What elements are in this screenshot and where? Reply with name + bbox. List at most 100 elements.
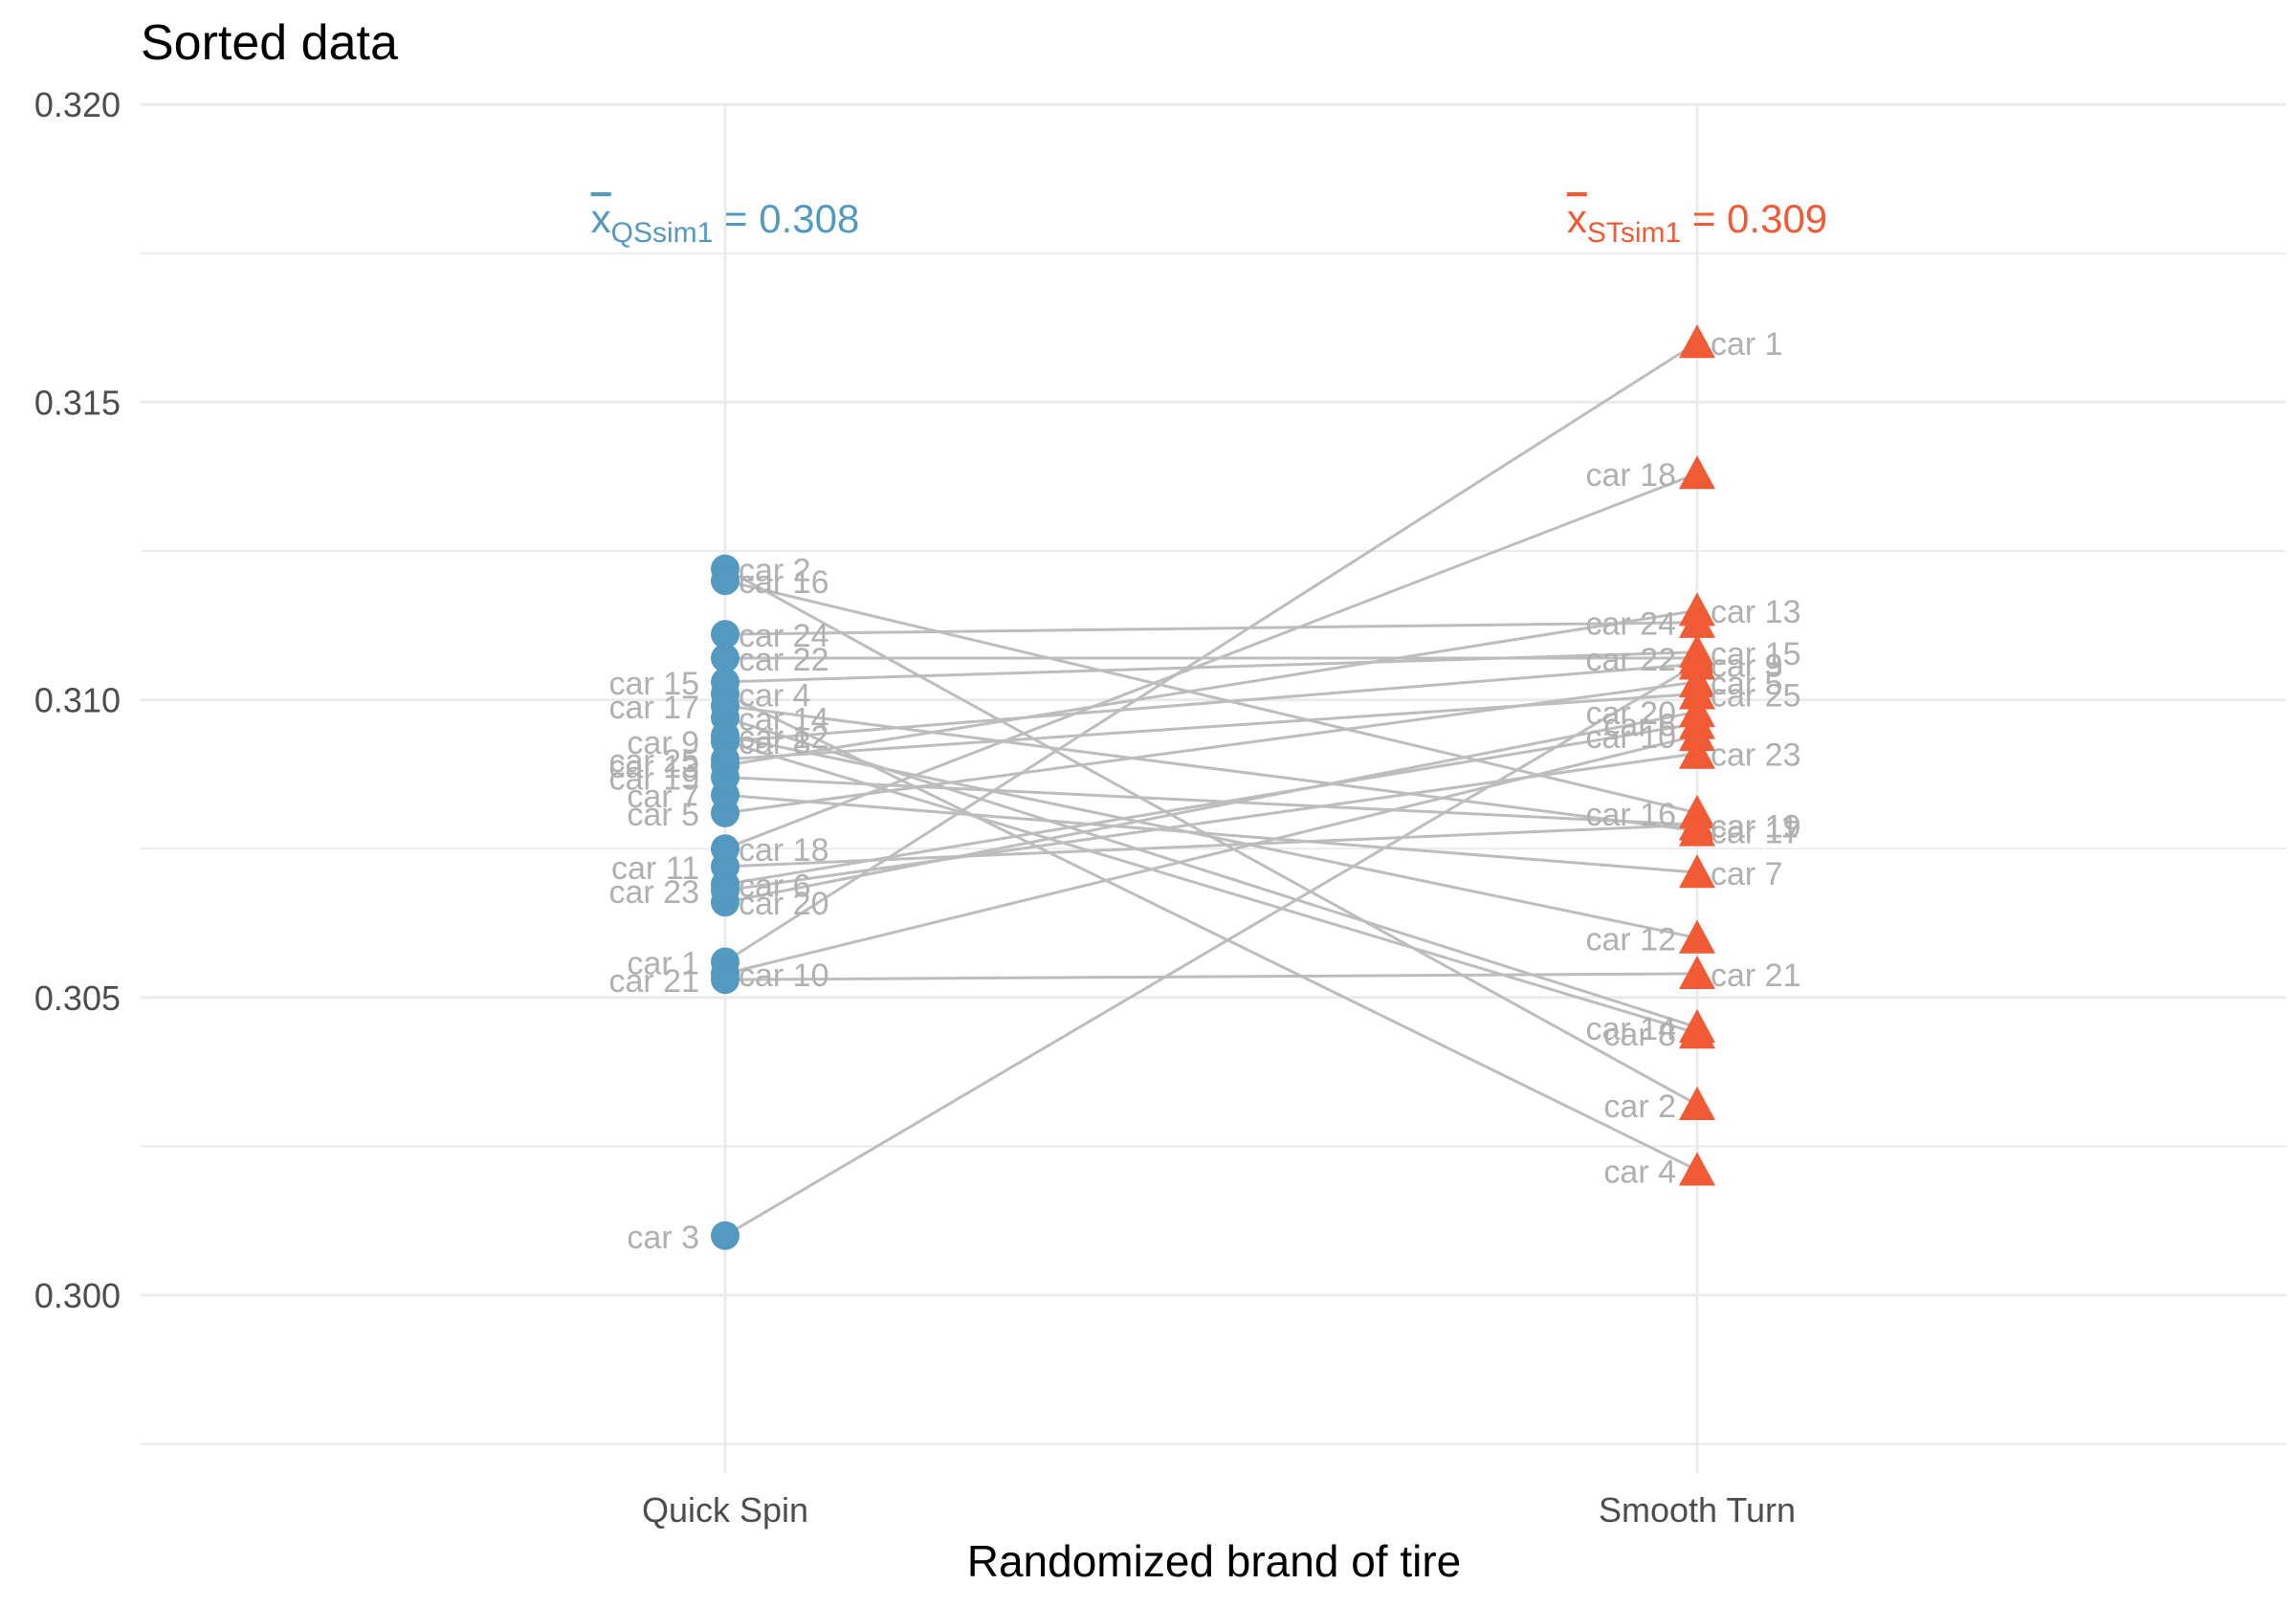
quick-spin-point-label: car 15 — [609, 666, 700, 702]
mean-annotation: xSTsim1 = 0.309 — [1567, 196, 1827, 249]
quick-spin-point-label: car 19 — [609, 761, 700, 798]
quick-spin-point-label: car 23 — [609, 874, 700, 911]
smooth-turn-point — [1679, 716, 1715, 752]
quick-spin-point-label: car 22 — [739, 642, 829, 678]
pair-line — [724, 608, 1698, 767]
mean-symbol: x — [591, 196, 611, 241]
smooth-turn-point-label: car 8 — [1603, 1017, 1676, 1053]
smooth-turn-point — [1679, 1086, 1715, 1120]
smooth-turn-point-label: car 20 — [1586, 695, 1677, 732]
axes: 0.300 0.305 0.310 0.315 0.320 Quick Spin Smoot… — [34, 85, 1796, 1530]
y-tick-label: 0.310 — [34, 681, 121, 720]
quick-spin-point-label: car 1 — [627, 945, 699, 981]
pair-line — [724, 734, 1698, 976]
smooth-turn-point — [1679, 1152, 1715, 1186]
y-tick-label: 0.315 — [34, 383, 121, 422]
pair-line — [724, 776, 1698, 826]
smooth-turn-point-label: car 7 — [1711, 856, 1783, 892]
smooth-turn-point-label: car 19 — [1711, 808, 1801, 845]
quick-spin-point-label: car 21 — [609, 963, 700, 1000]
pair-line — [724, 972, 1698, 981]
quick-spin-point-label: car 6 — [739, 869, 811, 905]
smooth-turn-point-label: car 13 — [1711, 594, 1801, 630]
pair-lines — [724, 341, 1698, 1238]
quick-spin-point-label: car 5 — [627, 797, 699, 833]
smooth-turn-point-label: car 25 — [1711, 677, 1801, 714]
quick-spin-point — [711, 566, 740, 596]
mean-annotations: xQSsim1 = 0.308 xSTsim1 = 0.309 — [591, 196, 1827, 249]
smooth-turn-point-label: car 9 — [1711, 648, 1783, 684]
x-tick-label: Smooth Turn — [1599, 1490, 1796, 1530]
quick-spin-point-label: car 24 — [739, 618, 829, 654]
pair-line — [724, 793, 1698, 874]
pair-line — [724, 734, 1698, 940]
quick-spin-point-label: car 25 — [609, 743, 700, 780]
quick-spin-point — [711, 1221, 740, 1250]
smooth-turn-point-label: car 10 — [1586, 719, 1677, 756]
smooth-turn-point — [1679, 640, 1715, 674]
y-tick-label: 0.305 — [34, 979, 121, 1018]
quick-spin-point-label: car 8 — [739, 725, 811, 761]
quick-spin-point — [711, 691, 740, 720]
smooth-turn-point-label: car 24 — [1586, 606, 1677, 643]
pair-line — [724, 752, 1698, 892]
quick-spin-point-label: car 4 — [739, 677, 811, 714]
smooth-turn-point — [1679, 1008, 1715, 1044]
pair-line — [724, 692, 1698, 761]
quick-spin-point — [711, 620, 740, 649]
quick-spin-point — [711, 965, 740, 995]
smooth-turn-point — [1679, 693, 1715, 728]
smooth-turn-point-label: car 5 — [1711, 666, 1783, 702]
pair-line — [724, 704, 1698, 833]
smooth-turn-point-label: car 18 — [1586, 457, 1677, 494]
quick-spin-point-label: car 3 — [627, 1220, 699, 1256]
pair-line — [724, 662, 1698, 743]
smooth-turn-point — [1679, 455, 1715, 490]
pair-line — [724, 621, 1698, 636]
smooth-turn-point-label: car 3 — [1711, 648, 1783, 684]
quick-spin-point — [711, 667, 740, 696]
smooth-turn-point — [1679, 324, 1715, 359]
smooth-turn-point — [1679, 806, 1715, 841]
pair-line — [724, 722, 1698, 887]
smooth-turn-point — [1679, 735, 1715, 769]
smooth-turn-point-label: car 15 — [1711, 636, 1801, 672]
chart-title: Sorted data — [141, 15, 398, 71]
quick-spin-point-label: car 17 — [609, 690, 700, 726]
smooth-turn-point-label: car 12 — [1586, 922, 1677, 958]
y-tick-label: 0.300 — [34, 1276, 121, 1315]
grid — [141, 102, 2286, 1473]
mean-symbol: x — [1567, 196, 1587, 241]
smooth-turn-point-label: car 14 — [1586, 1011, 1677, 1047]
x-tick-label: Quick Spin — [642, 1490, 808, 1530]
quick-spin-point-label: car 11 — [611, 850, 699, 887]
smooth-turn-point — [1679, 955, 1715, 990]
pair-line — [724, 472, 1698, 850]
quick-spin-point-label: car 20 — [739, 886, 829, 922]
mean-value: = 0.308 — [713, 196, 859, 241]
y-tick-label: 0.320 — [34, 85, 121, 124]
pair-line — [724, 710, 1698, 904]
quick-spin-point — [711, 834, 740, 864]
mean-value: = 0.309 — [1681, 196, 1827, 241]
data-points — [711, 324, 1715, 1250]
smooth-turn-point-label: car 21 — [1711, 958, 1801, 994]
smooth-turn-point-label: car 2 — [1603, 1089, 1676, 1125]
quick-spin-point-label: car 12 — [739, 719, 829, 756]
mean-subscript: STsim1 — [1587, 217, 1681, 249]
smooth-turn-point-label: car 1 — [1711, 326, 1783, 363]
quick-spin-point-label: car 9 — [627, 725, 699, 761]
smooth-turn-point-label: car 4 — [1603, 1154, 1676, 1190]
smooth-turn-point-label: car 6 — [1603, 707, 1676, 743]
pair-line — [724, 579, 1698, 815]
quick-spin-point-label: car 13 — [609, 749, 700, 785]
smooth-turn-point — [1679, 919, 1715, 954]
smooth-turn-point-label: car 23 — [1711, 737, 1801, 774]
smooth-turn-point — [1679, 604, 1715, 638]
smooth-turn-point-label: car 16 — [1586, 797, 1677, 833]
pair-line — [724, 739, 1698, 1035]
quick-spin-point — [711, 644, 740, 673]
quick-spin-point-label: car 10 — [739, 958, 829, 994]
mean-annotation: xQSsim1 = 0.308 — [591, 196, 860, 249]
